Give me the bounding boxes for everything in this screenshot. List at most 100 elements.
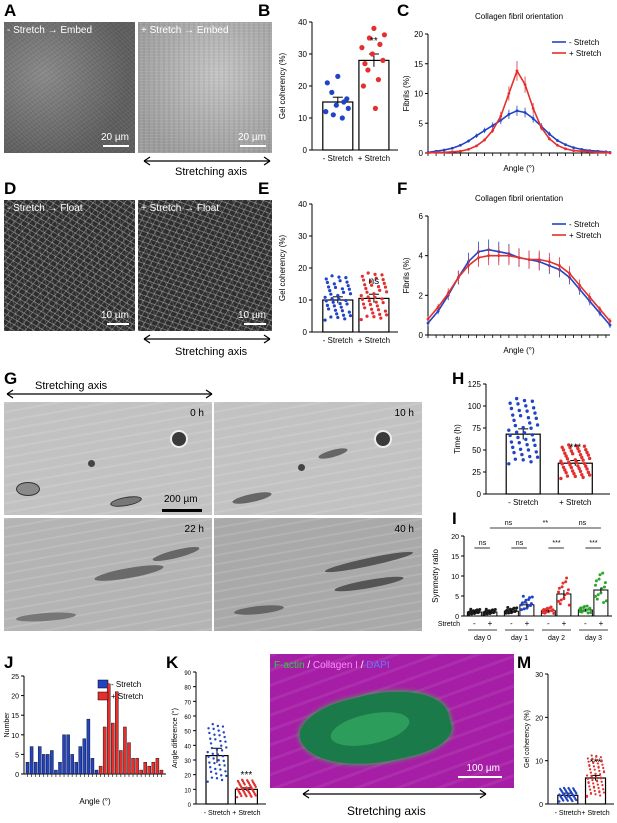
data-point	[588, 764, 591, 767]
data-point	[573, 458, 577, 462]
data-point	[221, 725, 225, 728]
data-point	[469, 607, 473, 611]
data-point	[560, 462, 564, 466]
data-point	[378, 288, 382, 293]
data-point	[372, 315, 376, 319]
y-tick-label: 40	[298, 200, 307, 209]
data-point	[241, 780, 245, 783]
data-point	[323, 295, 327, 299]
data-point	[372, 105, 379, 111]
data-point	[325, 280, 330, 285]
data-point	[335, 312, 339, 316]
data-point	[525, 442, 529, 447]
y-axis-label: Angle difference (°)	[171, 708, 179, 768]
data-point	[474, 608, 478, 612]
data-point	[491, 124, 495, 128]
data-point	[528, 454, 532, 459]
y-tick-label: 10	[414, 90, 423, 99]
data-point	[434, 151, 438, 154]
data-point	[587, 473, 592, 477]
y-axis-label: Time (h)	[453, 424, 462, 454]
histogram-bar	[42, 754, 46, 775]
data-point	[366, 295, 370, 299]
data-point	[426, 321, 430, 325]
legend-label: - Stretch	[569, 220, 599, 229]
data-point	[531, 106, 535, 110]
data-point	[442, 151, 446, 154]
data-point	[567, 460, 571, 464]
data-point	[567, 786, 570, 790]
y-tick-label: 0	[419, 331, 424, 340]
data-point	[565, 457, 570, 461]
data-point	[216, 724, 220, 728]
data-point	[507, 462, 511, 466]
data-point	[509, 440, 514, 444]
data-point	[385, 313, 389, 317]
data-point	[497, 254, 501, 258]
data-point	[323, 318, 327, 322]
data-point	[559, 476, 563, 481]
y-tick-label: 0	[419, 149, 424, 158]
panel-label-g: G	[4, 369, 18, 388]
data-point	[330, 112, 336, 118]
data-point	[529, 604, 532, 608]
scale-label: 10 µm	[238, 310, 266, 321]
data-point	[596, 151, 600, 154]
data-point	[250, 795, 253, 798]
data-point	[326, 285, 331, 289]
data-point	[604, 151, 608, 154]
data-point	[537, 258, 541, 262]
data-point	[574, 460, 579, 465]
data-point	[531, 117, 535, 120]
category-label: + Stretch	[358, 154, 390, 163]
y-tick-label: 40	[184, 744, 191, 750]
timelapse-0h: 0 h 200 µm	[4, 402, 212, 515]
data-point	[530, 399, 535, 403]
y-tick-label: 30	[298, 232, 307, 241]
legend-label: + Stretch	[569, 49, 601, 58]
data-point	[564, 143, 567, 147]
data-point	[556, 139, 559, 142]
data-point	[499, 114, 503, 118]
data-point	[475, 134, 478, 138]
category-label: - Stretch	[555, 810, 582, 817]
data-point	[575, 792, 578, 795]
y-tick-label: 20	[298, 82, 307, 91]
y-tick-label: 10	[298, 114, 307, 123]
data-point	[508, 433, 512, 438]
significance-label: ns	[505, 520, 513, 527]
data-point	[507, 92, 511, 95]
data-point	[211, 723, 214, 726]
chart-k: 0 10 20 30 40 50 60 70 80 90 Angle difference (°) -…	[171, 671, 266, 817]
data-point	[325, 303, 330, 307]
data-point	[572, 149, 575, 153]
data-point	[331, 300, 335, 304]
scale-label: 10 µm	[101, 310, 129, 321]
stretch-axis-arrow-a	[143, 156, 271, 166]
panel-label-d: D	[4, 179, 17, 198]
histogram-bar	[58, 762, 62, 775]
data-point	[598, 790, 601, 793]
data-point	[364, 286, 368, 291]
data-point	[569, 790, 572, 793]
data-point	[569, 465, 574, 470]
data-point	[559, 598, 563, 602]
data-point	[586, 757, 589, 760]
y-axis-label: Number	[4, 712, 11, 738]
data-point	[348, 314, 353, 318]
data-point	[558, 602, 562, 606]
data-point	[517, 408, 521, 413]
data-point	[598, 769, 601, 773]
data-point	[593, 789, 596, 792]
data-point	[470, 612, 474, 616]
y-axis-label: Fibrils (%)	[402, 257, 411, 293]
data-point	[550, 609, 554, 613]
data-point	[581, 475, 585, 480]
data-point	[493, 608, 497, 612]
data-point	[578, 607, 582, 611]
data-point	[210, 776, 214, 779]
data-point	[248, 792, 251, 795]
significance-label: ns	[479, 540, 487, 547]
data-point	[372, 292, 376, 296]
data-point	[360, 297, 364, 301]
